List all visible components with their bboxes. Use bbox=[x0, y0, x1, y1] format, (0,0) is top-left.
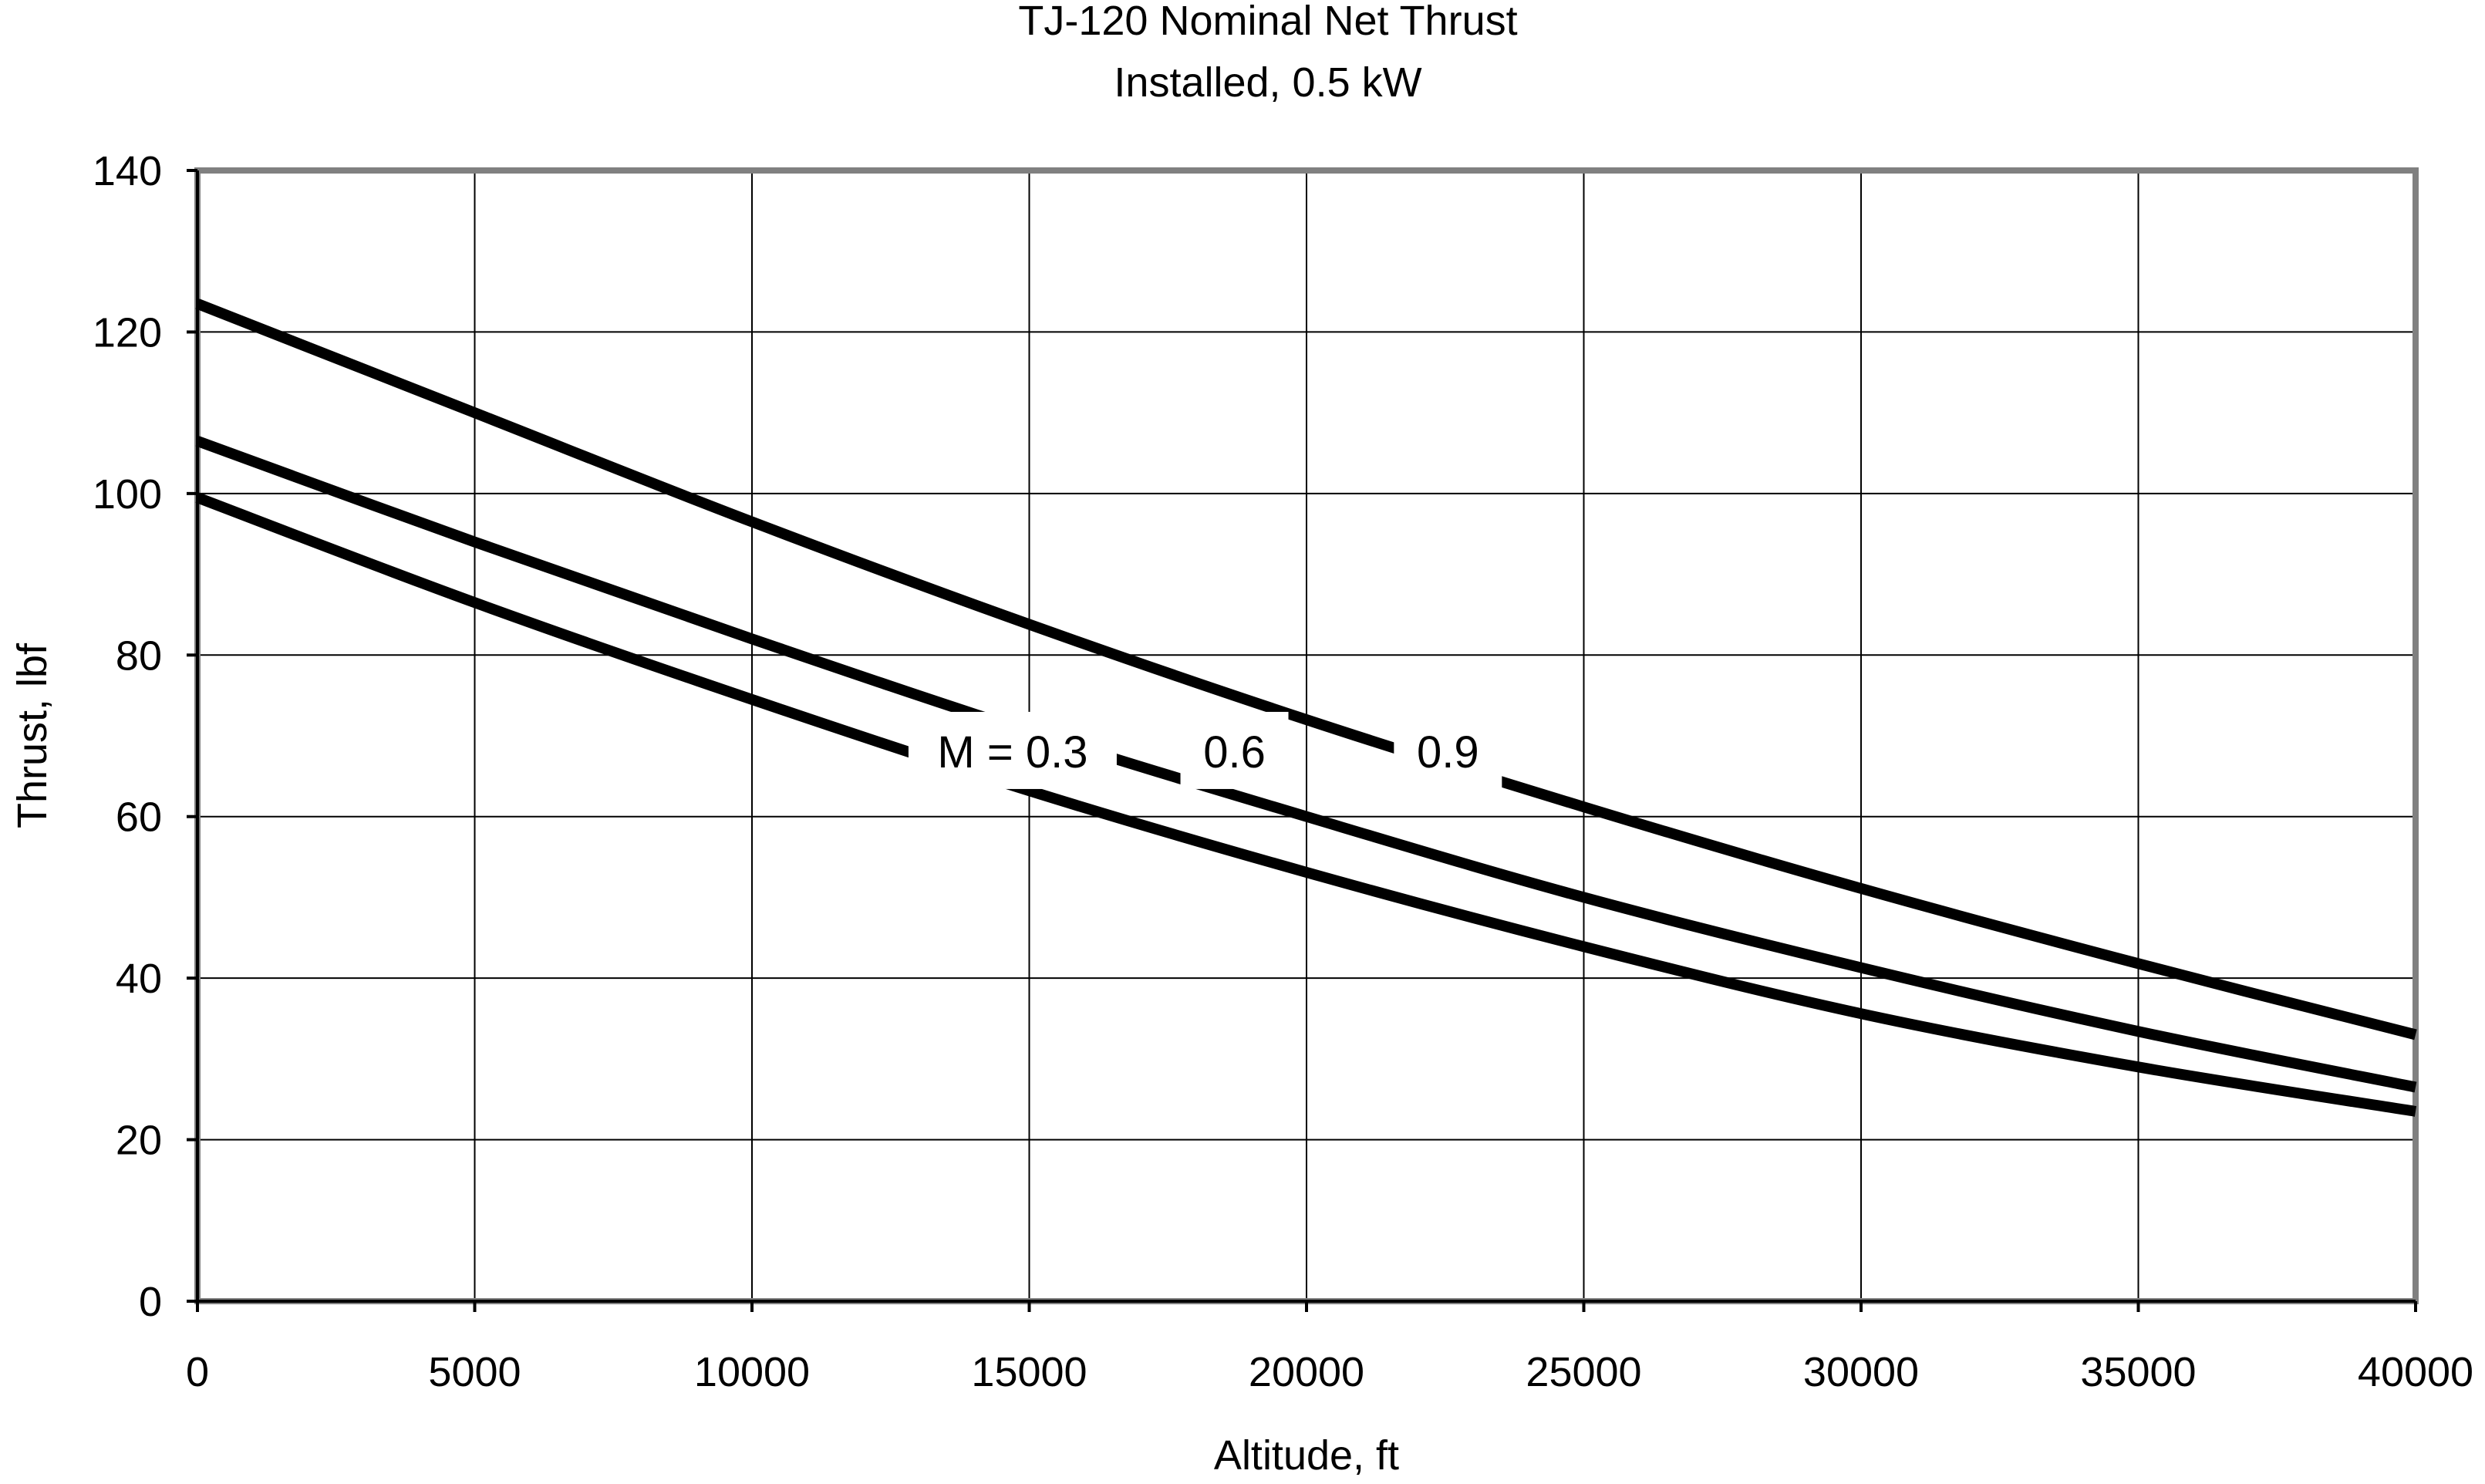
x-tick-label-7: 35000 bbox=[2080, 1349, 2196, 1395]
x-tick-label-5: 25000 bbox=[1526, 1349, 1641, 1395]
y-tick-label-0: 0 bbox=[139, 1279, 162, 1325]
y-tick-label-6: 120 bbox=[93, 309, 162, 356]
annotation-bg-2 bbox=[1394, 711, 1502, 789]
chart-subtitle: Installed, 0.5 kW bbox=[1114, 59, 1421, 106]
axes bbox=[187, 169, 2417, 1312]
tick-labels: 0 20 40 60 80 100 120 140 0 5000 10000 15000 20000 25… bbox=[93, 148, 2473, 1395]
x-tick-label-1: 5000 bbox=[428, 1349, 521, 1395]
y-tick-label-4: 80 bbox=[116, 632, 162, 679]
series-lines bbox=[195, 298, 2417, 1117]
grid-lines bbox=[197, 170, 2416, 1301]
annotation-label-1: 0.6 bbox=[1203, 727, 1266, 777]
series-line-0 bbox=[195, 492, 2417, 1117]
x-axis-title: Altitude, ft bbox=[1214, 1432, 1399, 1479]
y-tick-label-3: 60 bbox=[116, 794, 162, 841]
y-axis-title: Thrust, lbf bbox=[9, 643, 56, 828]
series-line-2 bbox=[195, 298, 2417, 1040]
x-tick-label-4: 20000 bbox=[1249, 1349, 1364, 1395]
x-tick-label-2: 10000 bbox=[694, 1349, 810, 1395]
x-tick-label-0: 0 bbox=[186, 1349, 209, 1395]
y-tick-label-5: 100 bbox=[93, 471, 162, 518]
x-tick-label-8: 40000 bbox=[2358, 1349, 2473, 1395]
y-tick-label-7: 140 bbox=[93, 148, 162, 194]
annotation-label-2: 0.9 bbox=[1417, 727, 1479, 777]
y-tick-label-1: 20 bbox=[116, 1118, 162, 1164]
x-tick-label-3: 15000 bbox=[971, 1349, 1087, 1395]
chart-title: TJ-120 Nominal Net Thrust bbox=[1018, 0, 1517, 44]
y-tick-label-2: 40 bbox=[116, 956, 162, 1002]
annotations: M = 0.3 0.6 0.9 bbox=[908, 711, 1502, 789]
series-line-1 bbox=[195, 436, 2417, 1093]
annotation-bg-0 bbox=[908, 711, 1117, 789]
annotation-label-0: M = 0.3 bbox=[937, 727, 1087, 777]
annotation-bg-1 bbox=[1180, 711, 1289, 789]
x-tick-label-6: 30000 bbox=[1803, 1349, 1919, 1395]
